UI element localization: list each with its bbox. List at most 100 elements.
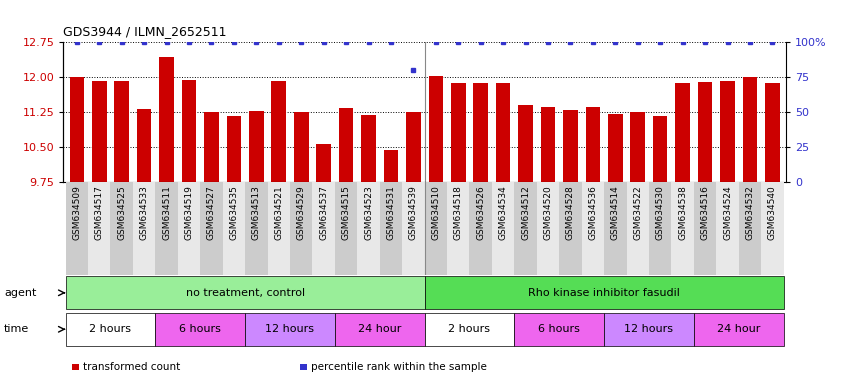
Bar <box>379 182 402 275</box>
Bar <box>223 182 245 275</box>
Bar <box>137 109 151 182</box>
Text: GSM634530: GSM634530 <box>655 185 664 240</box>
Text: GSM634528: GSM634528 <box>565 185 574 240</box>
Bar <box>428 76 442 182</box>
Bar <box>559 182 581 275</box>
Bar <box>249 111 263 182</box>
Bar <box>245 182 268 275</box>
Bar <box>245 313 334 346</box>
Text: GSM634535: GSM634535 <box>229 185 238 240</box>
Bar <box>200 182 223 275</box>
Text: 6 hours: 6 hours <box>538 324 580 334</box>
Bar <box>674 83 689 182</box>
Text: GSM634533: GSM634533 <box>139 185 149 240</box>
Bar <box>114 81 129 182</box>
Text: GDS3944 / ILMN_2652511: GDS3944 / ILMN_2652511 <box>63 25 226 38</box>
Text: GSM634515: GSM634515 <box>341 185 350 240</box>
Bar <box>693 182 716 275</box>
Text: GSM634531: GSM634531 <box>386 185 395 240</box>
Text: 12 hours: 12 hours <box>624 324 673 334</box>
Text: GSM634512: GSM634512 <box>521 185 529 240</box>
Bar <box>514 313 603 346</box>
Bar <box>334 182 357 275</box>
Bar <box>66 313 155 346</box>
Bar <box>271 81 286 182</box>
Text: GSM634525: GSM634525 <box>117 185 126 240</box>
Text: agent: agent <box>4 288 36 298</box>
Text: GSM634526: GSM634526 <box>476 185 484 240</box>
Bar <box>92 81 106 182</box>
Bar <box>338 108 353 182</box>
Bar <box>742 77 756 182</box>
Bar <box>406 113 420 182</box>
Text: time: time <box>4 324 30 334</box>
Text: 12 hours: 12 hours <box>265 324 314 334</box>
Text: GSM634516: GSM634516 <box>700 185 709 240</box>
Text: transformed count: transformed count <box>83 362 180 372</box>
Bar <box>446 182 469 275</box>
Bar <box>316 144 331 182</box>
Bar <box>424 276 782 309</box>
Bar <box>402 182 424 275</box>
Bar <box>177 182 200 275</box>
Bar <box>160 57 174 182</box>
Bar <box>719 81 734 182</box>
Text: GSM634524: GSM634524 <box>722 185 731 240</box>
Bar <box>697 82 711 182</box>
Bar <box>66 182 88 275</box>
Text: GSM634540: GSM634540 <box>767 185 776 240</box>
Text: 2 hours: 2 hours <box>448 324 490 334</box>
Bar <box>289 182 312 275</box>
Bar <box>268 182 289 275</box>
Bar <box>69 77 84 182</box>
Bar <box>357 182 379 275</box>
Bar <box>155 313 245 346</box>
Bar <box>383 150 398 182</box>
Bar <box>181 79 196 182</box>
Bar <box>648 182 671 275</box>
Bar <box>424 313 514 346</box>
Text: GSM634529: GSM634529 <box>296 185 306 240</box>
Text: percentile rank within the sample: percentile rank within the sample <box>311 362 486 372</box>
Bar <box>451 83 465 182</box>
Bar <box>312 182 334 275</box>
Bar <box>473 83 488 182</box>
Text: 24 hour: 24 hour <box>717 324 760 334</box>
Bar <box>133 182 155 275</box>
Bar <box>671 182 693 275</box>
Bar <box>88 182 111 275</box>
Bar <box>652 116 667 182</box>
Bar <box>334 313 424 346</box>
Text: GSM634539: GSM634539 <box>408 185 418 240</box>
Bar <box>495 83 510 182</box>
Bar <box>581 182 603 275</box>
Text: GSM634536: GSM634536 <box>587 185 597 240</box>
Bar <box>155 182 177 275</box>
Text: GSM634518: GSM634518 <box>453 185 463 240</box>
Bar <box>608 114 622 182</box>
Text: GSM634510: GSM634510 <box>430 185 440 240</box>
Bar <box>424 182 446 275</box>
Bar <box>716 182 738 275</box>
Text: GSM634538: GSM634538 <box>678 185 686 240</box>
Text: 6 hours: 6 hours <box>179 324 221 334</box>
Bar <box>603 313 693 346</box>
Bar <box>294 113 308 182</box>
Text: GSM634537: GSM634537 <box>319 185 327 240</box>
Text: 24 hour: 24 hour <box>358 324 401 334</box>
Bar <box>693 313 782 346</box>
Bar <box>360 115 376 182</box>
Text: GSM634509: GSM634509 <box>73 185 81 240</box>
Text: GSM634523: GSM634523 <box>364 185 372 240</box>
Bar <box>517 105 533 182</box>
Text: GSM634519: GSM634519 <box>184 185 193 240</box>
Bar <box>514 182 536 275</box>
Text: GSM634527: GSM634527 <box>207 185 216 240</box>
Bar <box>738 182 760 275</box>
Text: 2 hours: 2 hours <box>89 324 132 334</box>
Bar <box>585 107 599 182</box>
Bar <box>536 182 559 275</box>
Bar <box>625 182 648 275</box>
Bar <box>66 276 424 309</box>
Bar <box>562 110 577 182</box>
